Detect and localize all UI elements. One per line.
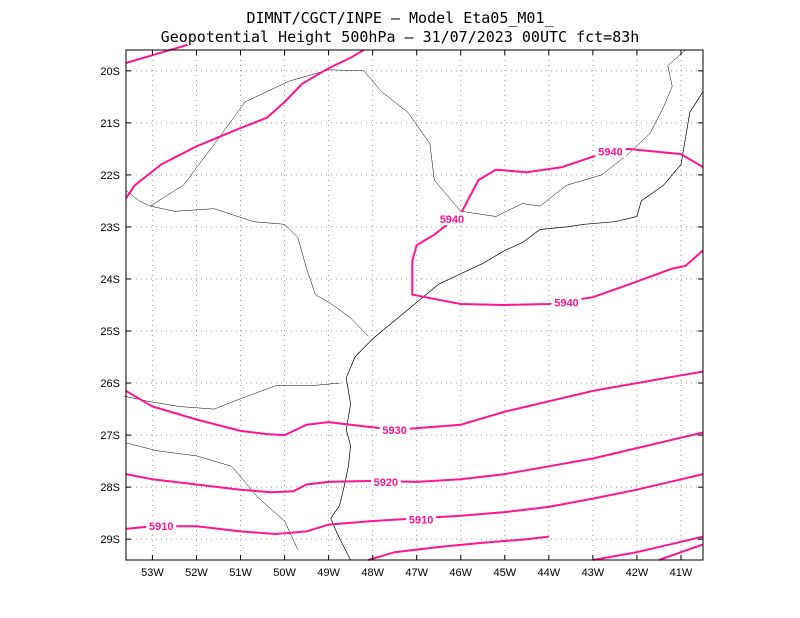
contour-label-bg — [595, 144, 626, 158]
lon-tick-label: 45W — [493, 567, 516, 579]
border-sc-rs — [125, 442, 299, 550]
lon-tick-label: 47W — [405, 567, 428, 579]
lon-tick-label: 52W — [185, 567, 208, 579]
lon-tick-label: 44W — [538, 567, 561, 579]
contour-label-bg — [551, 295, 582, 309]
contour-labels: 5940 5940 5940 5930 5920 5910 5910 — [146, 144, 626, 533]
contour-label: 5930 — [382, 425, 406, 437]
grid-lines — [126, 50, 703, 560]
lat-tick-label: 24S — [100, 274, 120, 286]
contour-label-bg — [379, 422, 410, 436]
contour-5890 — [658, 543, 704, 561]
contour-label-bg — [146, 519, 177, 533]
title-line-1: DIMNT/CGCT/INPE – Model Eta05_M01_ — [246, 9, 554, 27]
contour-5900 — [368, 535, 549, 561]
lon-tick-label: 48W — [361, 567, 384, 579]
contour-label-bg — [370, 474, 401, 488]
border-sp-pr — [150, 205, 369, 337]
lon-tick-label: 51W — [229, 567, 252, 579]
lat-tick-label: 27S — [100, 430, 120, 442]
contour-label: 5940 — [598, 146, 622, 158]
contour-5900 — [592, 535, 704, 561]
lat-tick-label: 21S — [100, 118, 120, 130]
lat-tick-label: 20S — [100, 66, 120, 78]
lon-tick-label: 49W — [317, 567, 340, 579]
lon-tick-label: 43W — [582, 567, 605, 579]
contour-5940 — [411, 147, 704, 307]
lat-tick-label: 26S — [100, 378, 120, 390]
contour-5950 — [125, 49, 365, 199]
contour-5920 — [125, 431, 704, 494]
lat-tick-label: 29S — [100, 534, 120, 546]
border-pr-sc — [123, 382, 340, 410]
contour-5930 — [125, 370, 704, 437]
border-rj-mg — [539, 86, 673, 207]
title-line-2: Geopotential Height 500hPa – 31/07/2023 … — [161, 28, 640, 46]
contour-label: 5940 — [554, 297, 578, 309]
state-borders — [123, 49, 686, 550]
lat-axis: 20S 21S 22S 23S 24S 25S 26S 27S 28S 29S — [100, 66, 703, 546]
plot-frame — [125, 49, 704, 561]
lat-tick-label: 22S — [100, 170, 120, 182]
lat-tick-label: 28S — [100, 482, 120, 494]
lon-tick-label: 41W — [670, 567, 693, 579]
lon-tick-label: 53W — [141, 567, 164, 579]
border-sp-mg — [150, 69, 541, 217]
contour-5910 — [125, 473, 704, 536]
contour-label: 5940 — [440, 214, 464, 226]
lon-tick-label: 46W — [449, 567, 472, 579]
contour-5950 — [125, 43, 188, 64]
lon-tick-label: 42W — [626, 567, 649, 579]
lat-tick-label: 23S — [100, 222, 120, 234]
contour-label-bg — [406, 512, 437, 526]
coastline-path — [330, 91, 704, 561]
border-es-mg — [667, 49, 686, 87]
coastline — [330, 91, 704, 561]
border-ms-sp — [125, 190, 151, 207]
contour-label: 5910 — [149, 521, 173, 533]
lon-axis: 53W 52W 51W 50W 49W 48W 47W 46W 45W 44W 43W 42W 41W — [141, 50, 693, 579]
lat-tick-label: 25S — [100, 326, 120, 338]
contour-label-bg — [436, 212, 467, 226]
lon-tick-label: 50W — [273, 567, 296, 579]
contour-label: 5910 — [409, 514, 433, 526]
contour-label: 5920 — [374, 477, 398, 489]
